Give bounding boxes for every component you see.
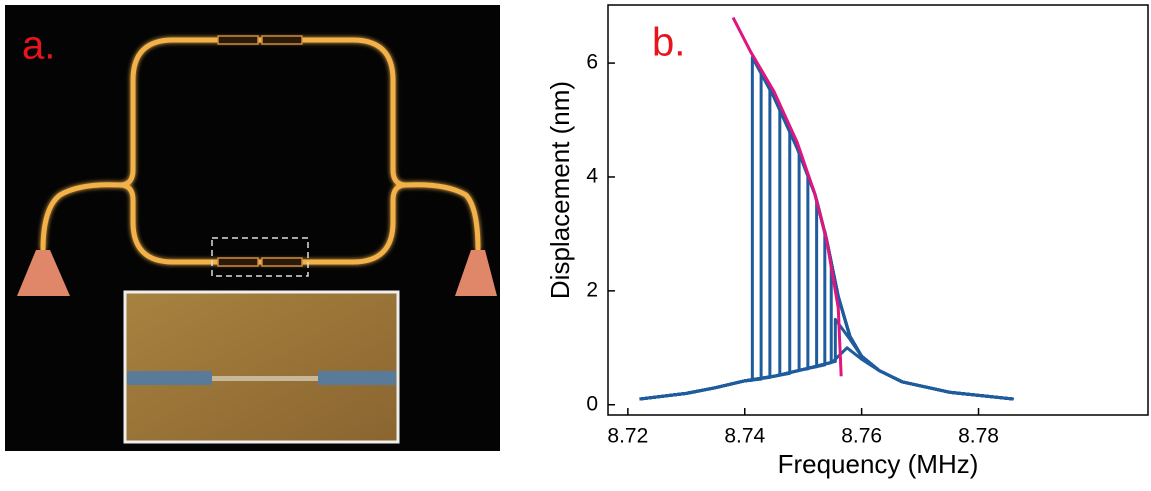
panel-a: a.: [5, 5, 500, 451]
response-curve: [731, 16, 843, 377]
response-curve: [639, 55, 1014, 401]
panel-label: b.: [652, 21, 685, 65]
panel-label: a.: [22, 24, 55, 68]
response-curve: [639, 149, 1014, 401]
panel-b: b. Frequency (MHz) Displacement (nm) 8.7…: [545, 4, 1149, 479]
response-curve: [639, 172, 1014, 401]
x-axis-label: Frequency (MHz): [778, 449, 979, 479]
response-curve: [639, 107, 1014, 401]
y-axis-label: Displacement (nm): [545, 81, 575, 299]
y-tick-label: 0: [586, 392, 598, 415]
y-tick-label: 2: [586, 278, 598, 301]
highlight-box: [211, 237, 309, 277]
coupler-left: [17, 250, 70, 296]
response-curve: [639, 127, 1014, 401]
coupler-right: [455, 250, 497, 296]
inset-image: [123, 290, 400, 444]
response-curve: [639, 317, 1014, 401]
response-curve: [639, 198, 1014, 401]
response-curve: [639, 346, 1014, 401]
x-tick-label: 8.72: [607, 425, 648, 448]
x-tick-label: 8.76: [841, 425, 882, 448]
y-tick-label: 6: [586, 51, 598, 74]
y-tick-label: 4: [586, 165, 598, 188]
response-curve: [639, 260, 1014, 401]
x-tick-label: 8.74: [724, 425, 765, 448]
x-tick-label: 8.78: [958, 425, 999, 448]
plot-frame: [607, 4, 1149, 416]
resonators: [217, 35, 303, 267]
inset-beam: [127, 371, 396, 385]
response-curve: [639, 229, 1014, 401]
